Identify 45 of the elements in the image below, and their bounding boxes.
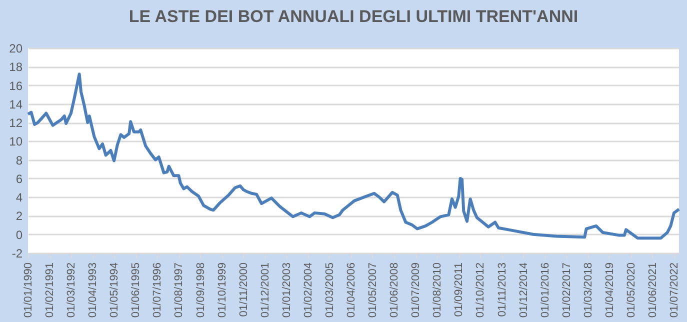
x-tick-label: 01/07/2009 — [410, 262, 422, 318]
x-tick-label: 01/03/2005 — [324, 262, 336, 318]
x-tick-label: 01/05/2007 — [366, 262, 379, 318]
y-tick-label: 6 — [16, 172, 23, 186]
x-tick-label: 01/09/1998 — [194, 262, 207, 318]
x-tick-label: 01/10/2012 — [474, 262, 487, 318]
x-tick-label: 01/04/2006 — [345, 262, 358, 318]
x-tick-label: 01/12/2014 — [518, 262, 530, 318]
y-tick-label: 20 — [9, 42, 23, 56]
y-tick-label: 12 — [9, 116, 23, 130]
x-tick-label: 01/06/1995 — [130, 262, 142, 318]
y-tick-label: 14 — [9, 97, 23, 112]
x-tick-label: 01/11/2000 — [238, 262, 250, 317]
x-tick-label: 01/08/1997 — [173, 262, 186, 318]
x-tick-label: 01/11/2013 — [496, 262, 508, 317]
y-tick-label: 0 — [16, 228, 23, 242]
y-tick-label: 8 — [16, 153, 23, 168]
x-tick-label: 01/01/1990 — [22, 262, 34, 318]
x-tick-label: 01/01/2003 — [280, 262, 293, 318]
x-tick-label: 01/07/1996 — [152, 262, 164, 318]
x-tick-label: 01/12/2001 — [259, 262, 272, 318]
x-tick-label: 01/04/1993 — [87, 262, 100, 318]
x-tick-label: 01/02/1991 — [44, 262, 56, 318]
x-tick-label: 01/02/2017 — [560, 262, 573, 318]
chart-title: LE ASTE DEI BOT ANNUALI DEGLI ULTIMI TRENT'ANNI — [128, 7, 578, 26]
x-tick-label: 01/08/2010 — [432, 262, 444, 318]
y-tick-label: -2 — [12, 246, 23, 260]
line-series — [26, 72, 680, 240]
x-tick-label: 01/10/1999 — [216, 262, 228, 318]
x-tick-label: 01/09/2011 — [453, 262, 466, 317]
y-tick-label: 10 — [9, 134, 23, 149]
y-tick-label: 16 — [9, 78, 23, 93]
x-tick-label: 01/05/2020 — [625, 262, 638, 318]
x-tick-label: 01/07/2022 — [668, 262, 680, 318]
x-tick-label: 01/03/2018 — [582, 262, 594, 318]
y-tick-label: 4 — [16, 190, 23, 205]
x-tick-label: 01/01/2016 — [539, 262, 552, 318]
x-tick-label: 01/05/1994 — [108, 262, 121, 318]
x-tick-label: 01/06/2021 — [646, 262, 659, 318]
x-tick-label: 01/04/2019 — [604, 262, 616, 318]
y-tick-label: 18 — [9, 60, 23, 74]
x-tick-label: 01/02/2004 — [302, 262, 314, 318]
x-tick-label: 01/03/1992 — [65, 262, 78, 318]
x-tick-label: 01/06/2008 — [388, 262, 401, 318]
y-tick-label: 2 — [16, 209, 23, 224]
